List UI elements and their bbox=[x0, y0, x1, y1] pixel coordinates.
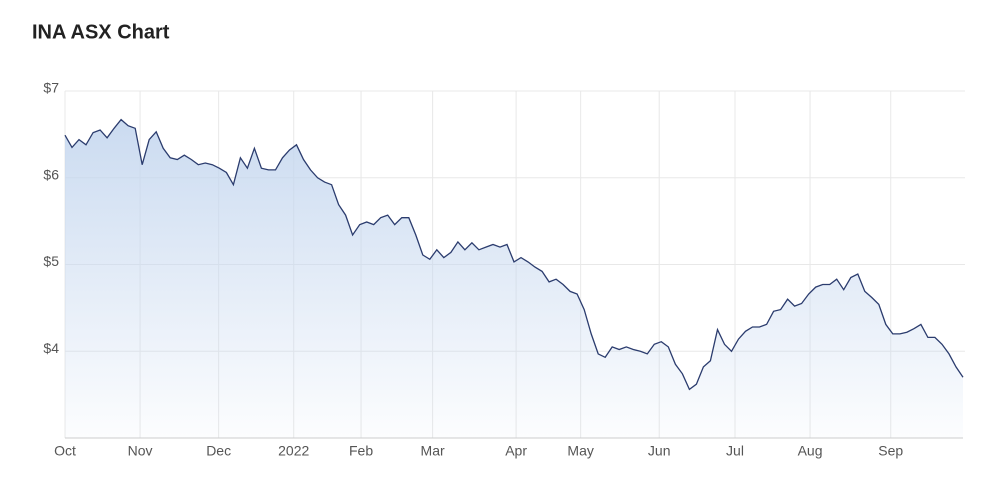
x-tick-label: Dec bbox=[206, 443, 231, 459]
y-tick-label: $4 bbox=[43, 340, 59, 356]
x-tick-label: Apr bbox=[505, 443, 527, 459]
y-tick-label: $6 bbox=[43, 166, 59, 182]
x-tick-label: Nov bbox=[128, 443, 153, 459]
x-tick-label: Jun bbox=[648, 443, 671, 459]
x-tick-label: May bbox=[567, 443, 593, 459]
x-tick-label: Mar bbox=[421, 443, 445, 459]
x-tick-label: Oct bbox=[54, 443, 76, 459]
area bbox=[65, 119, 963, 438]
x-tick-label: Aug bbox=[798, 443, 823, 459]
y-tick-label: $5 bbox=[43, 253, 59, 269]
chart-title: INA ASX Chart bbox=[32, 21, 170, 43]
price-line bbox=[64, 118, 964, 391]
x-tick-label: Feb bbox=[349, 443, 373, 459]
x-tick-label: 2022 bbox=[278, 443, 309, 459]
x-tick-label: Jul bbox=[726, 443, 744, 459]
y-tick-label: $7 bbox=[43, 80, 59, 96]
x-tick-label: Sep bbox=[878, 443, 903, 459]
